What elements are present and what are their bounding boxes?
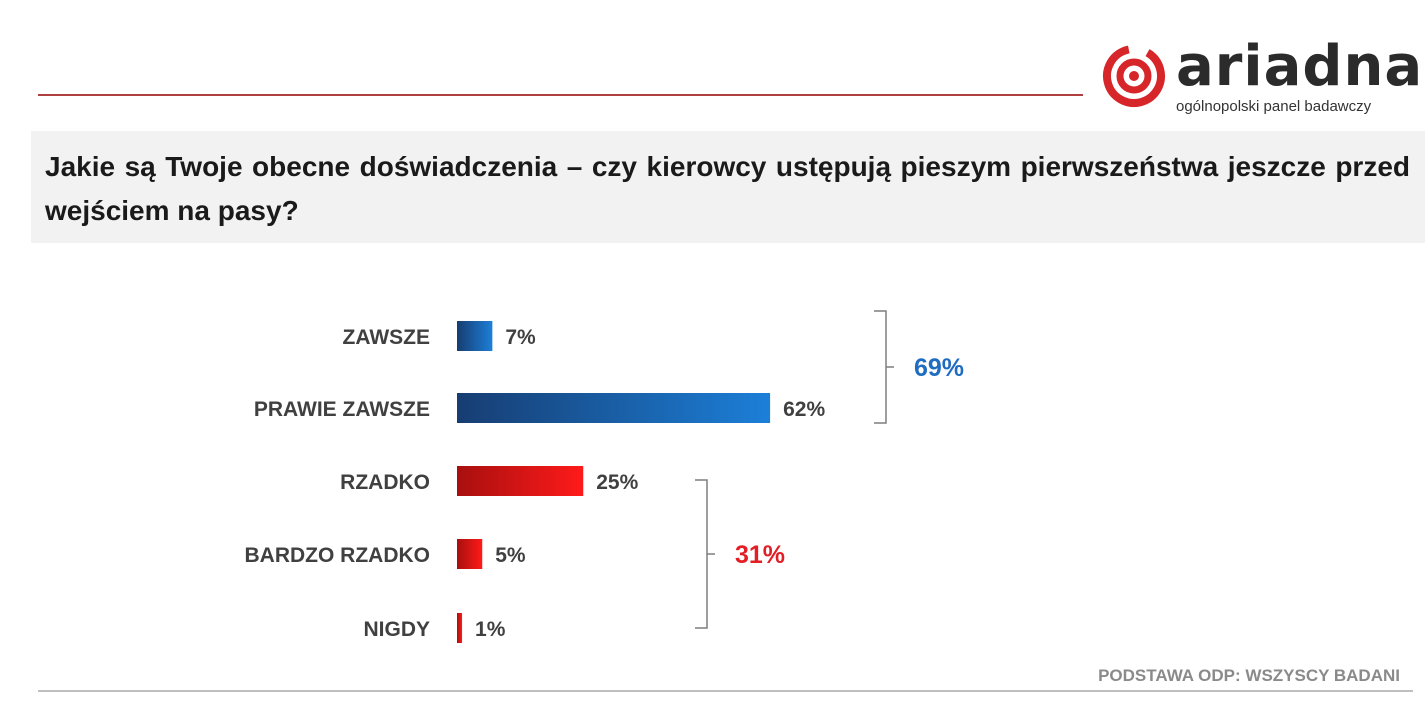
category-label: RZADKO [340,471,430,494]
group-total-label: 69% [914,354,964,382]
bar [457,466,584,496]
question-title: Jakie są Twoje obecne doświadczenia – cz… [45,151,1410,226]
group-bracket [874,310,894,424]
bar [457,539,483,569]
bar [457,321,493,351]
bar [457,393,771,423]
category-label: PRAWIE ZAWSZE [254,398,430,421]
base-note: PODSTAWA ODP: WSZYSCY BADANI [1098,666,1400,685]
value-label: 5% [495,544,526,567]
logo-tagline: ogólnopolski panel badawczy [1176,98,1372,115]
value-label: 25% [596,471,638,494]
value-label: 7% [505,326,536,349]
spiral-target-icon [1103,45,1165,107]
value-label: 1% [475,618,506,641]
category-label: NIGDY [363,618,430,641]
question-band: Jakie są Twoje obecne doświadczenia – cz… [31,131,1425,243]
value-label: 62% [783,398,825,421]
bar [457,613,463,643]
header-divider [38,94,1083,96]
category-label: BARDZO RZADKO [245,544,430,567]
group-total-label: 31% [735,541,785,569]
logo-wordmark: ariadna [1176,34,1424,99]
footer-divider [38,690,1413,692]
category-label: ZAWSZE [343,326,431,349]
group-bracket [695,479,715,629]
ariadna-logo: ariadna ogólnopolski panel badawczy [1098,34,1422,122]
